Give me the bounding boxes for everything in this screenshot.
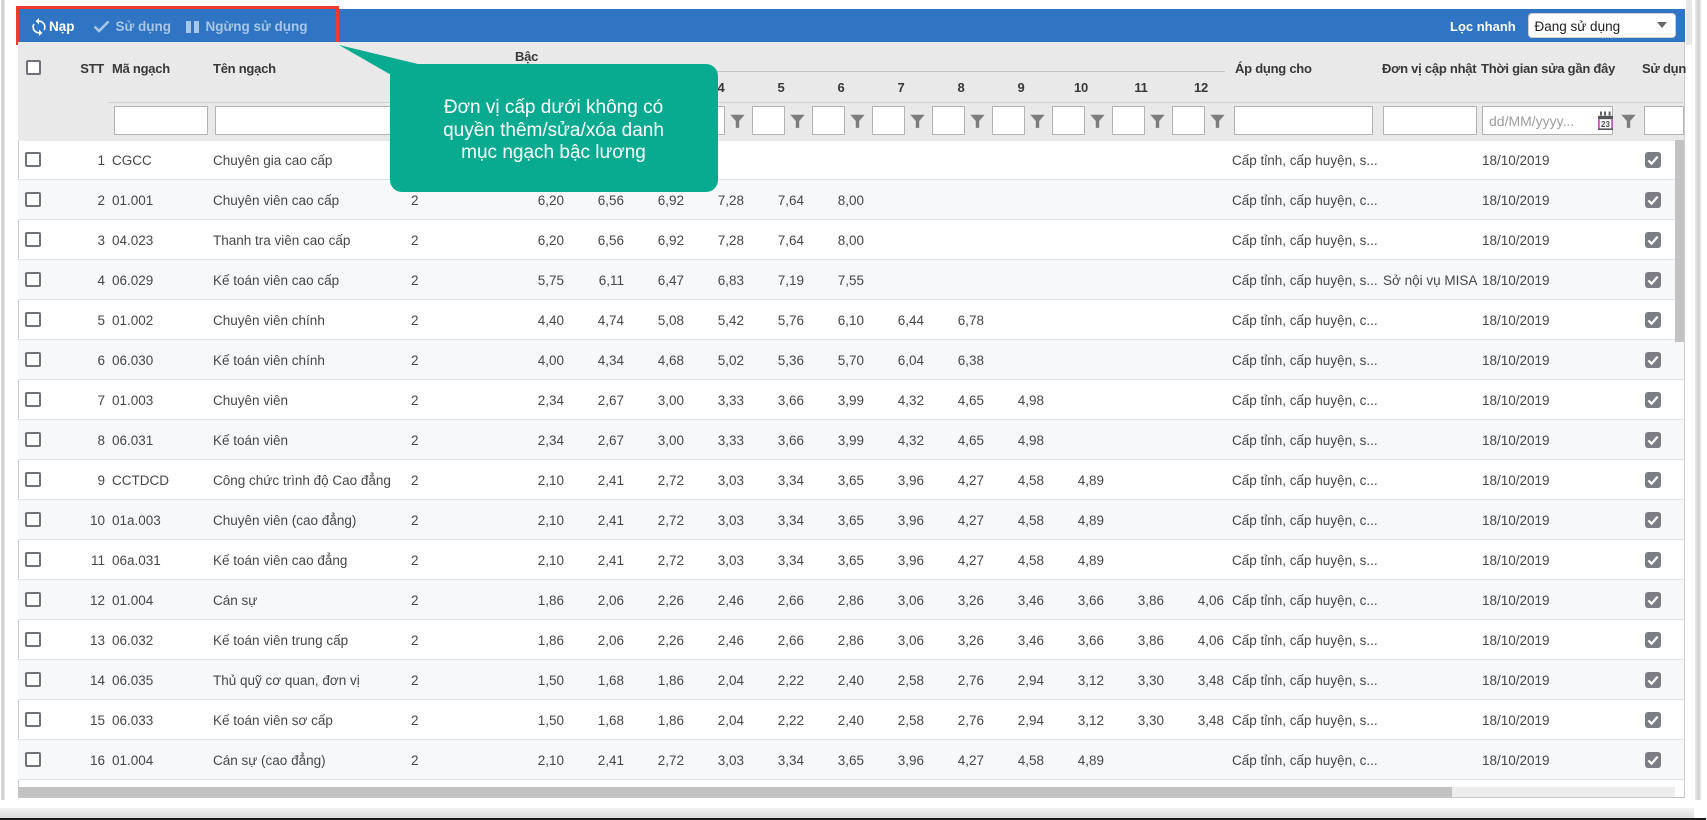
svg-text:23: 23 [1601,120,1610,129]
